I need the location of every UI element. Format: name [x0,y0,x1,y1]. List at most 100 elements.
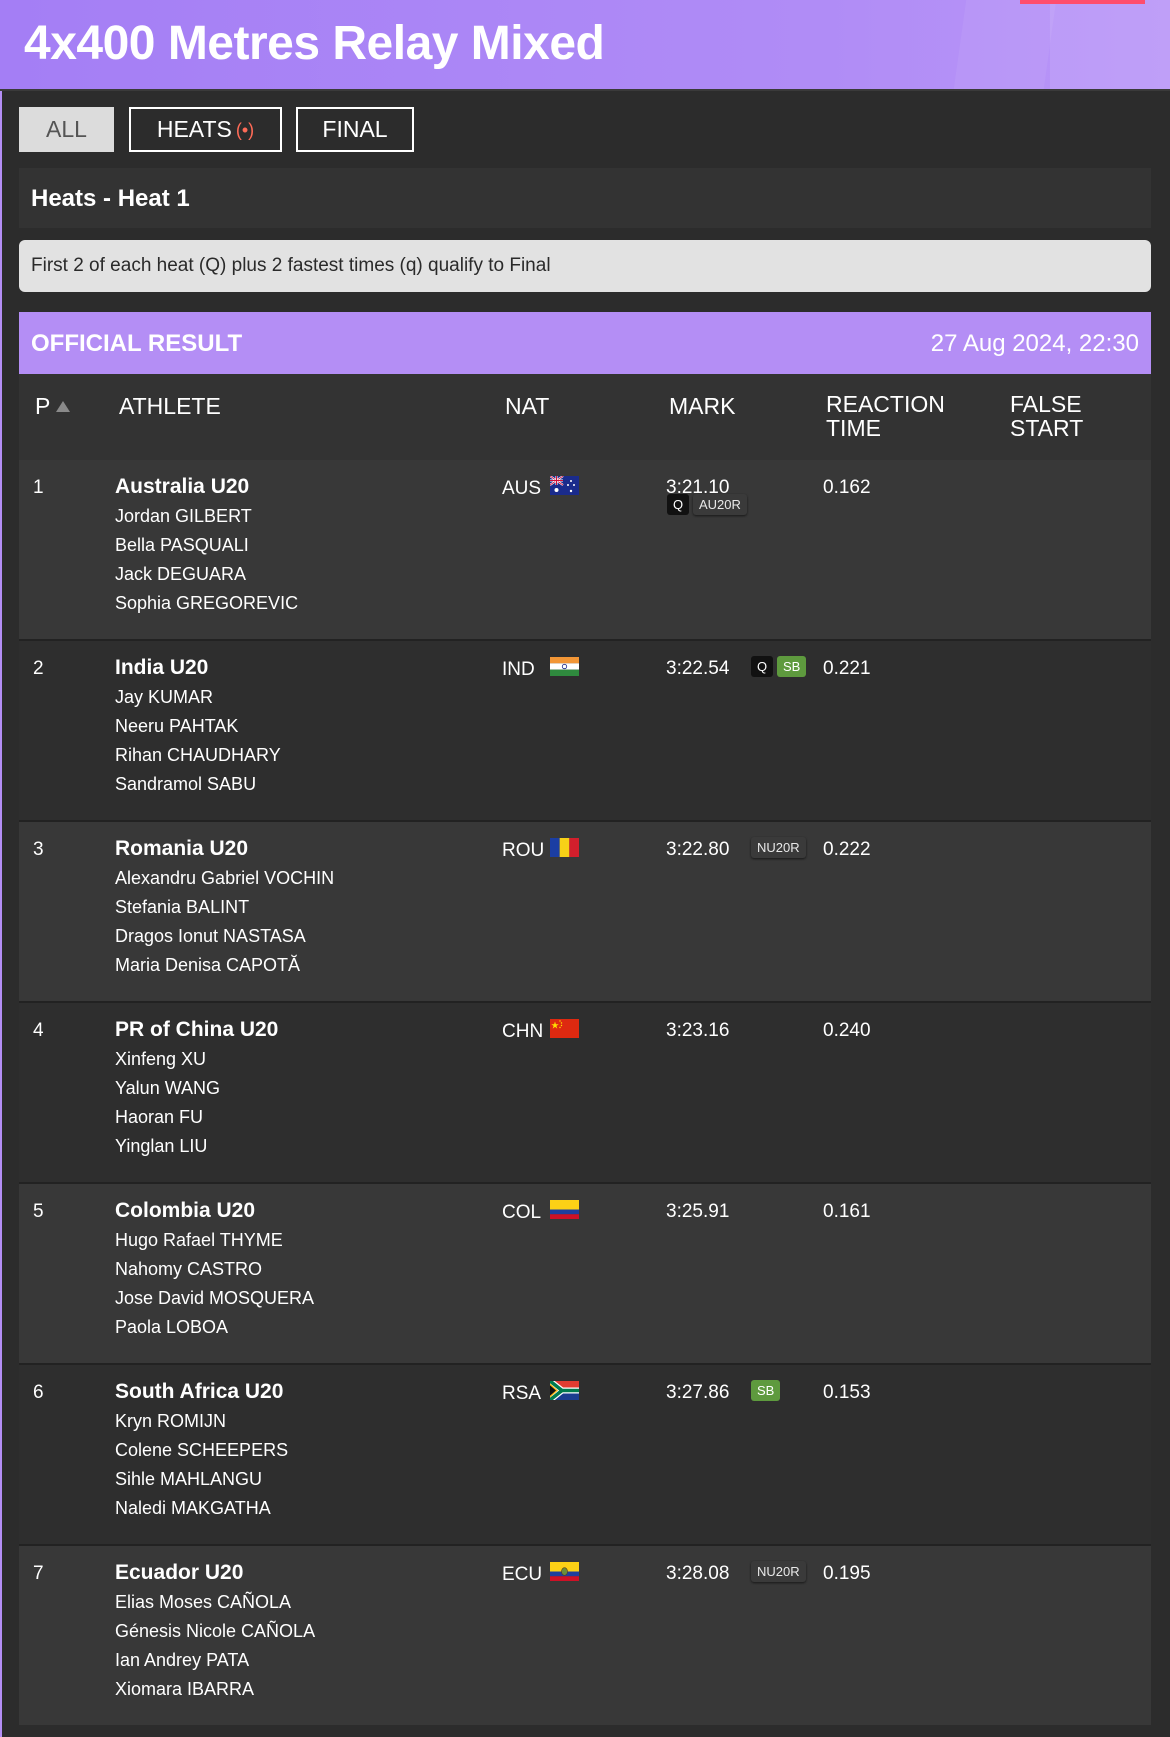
athlete-name[interactable]: Nahomy CASTRO [115,1259,263,1279]
flag-rou-icon [550,838,579,857]
column-header-p[interactable]: P [35,393,71,419]
athlete-name[interactable]: Bella PASQUALI [115,535,249,555]
position: 4 [33,1020,44,1041]
nationality-code: AUS [502,478,542,499]
mark-time: 3:22.80 [666,839,730,860]
result-datetime: 27 Aug 2024, 22:30 [930,330,1139,357]
row-divider [19,1001,1151,1003]
page-edge [0,0,2,1737]
team-name[interactable]: Ecuador U20 [115,1561,244,1584]
flag-chn-icon [550,1019,579,1038]
footer-watermark [460,1690,720,1730]
season-best-badge: SB [751,1380,781,1401]
column-header-false-start: FALSE START [1010,392,1083,440]
table-row[interactable]: 6 South Africa U20 Kryn ROMIJN Colene SCHEE… [19,1365,1151,1544]
tab-final[interactable]: FINAL [296,107,414,152]
mark-time: 3:22.54 [666,658,730,679]
reaction-time: 0.161 [823,1201,871,1222]
athlete-name[interactable]: Xiomara IBARRA [115,1679,255,1699]
table-row[interactable]: 4 PR of China U20 Xinfeng XU Yalun WANG Haor… [19,1003,1151,1182]
mark-time: 3:27.86 [666,1382,730,1403]
mark-time: 3:25.91 [666,1201,730,1222]
table-row[interactable]: 3 Romania U20 Alexandru Gabriel VOCHIN Stef… [19,822,1151,1001]
position: 3 [33,839,44,860]
divider [0,89,1170,91]
flag-ecu-icon [550,1562,579,1581]
nationality-code: ROU [502,840,545,861]
team-name[interactable]: Colombia U20 [115,1199,256,1222]
heat-title-bar: Heats - Heat 1 [19,168,1151,228]
athlete-name[interactable]: Sihle MAHLANGU [115,1469,263,1489]
season-best-badge: SB [777,656,807,677]
result-status: OFFICIAL RESULT [31,330,243,357]
mark-time: 3:28.08 [666,1563,730,1584]
team-name[interactable]: PR of China U20 [115,1018,279,1041]
page-header: 4x400 Metres Relay Mixed [0,0,1170,89]
team-name[interactable]: India U20 [115,656,209,679]
row-divider [19,820,1151,822]
position: 1 [33,477,44,498]
tab-heats-label: HEATS [156,116,232,142]
athlete-name[interactable]: Naledi MAKGATHA [115,1498,271,1518]
column-header-mark: MARK [669,393,736,419]
athlete-name[interactable]: Ian Andrey PATA [115,1650,250,1670]
athlete-name[interactable]: Yalun WANG [115,1078,221,1098]
row-divider [19,639,1151,641]
athlete-name[interactable]: Paola LOBOA [115,1317,229,1337]
nationality-code: CHN [502,1021,544,1042]
column-header-athlete: ATHLETE [119,393,221,419]
team-name[interactable]: Australia U20 [115,475,250,498]
reaction-time: 0.240 [823,1020,871,1041]
athlete-name[interactable]: Dragos Ionut NASTASA [115,926,306,946]
header-decoration [953,0,1057,89]
column-header-false-line1: FALSE [1010,391,1082,417]
record-badge: NU20R [751,1561,806,1582]
athlete-name[interactable]: Colene SCHEEPERS [115,1440,289,1460]
row-divider [19,1544,1151,1546]
record-badge: AU20R [693,494,747,515]
reaction-time: 0.195 [823,1563,871,1584]
nationality-code: ECU [502,1564,543,1585]
table-row[interactable]: 5 Colombia U20 Hugo Rafael THYME Nahomy CAS… [19,1184,1151,1363]
athlete-name[interactable]: Sandramol SABU [115,774,257,794]
athlete-name[interactable]: Sophia GREGOREVIC [115,593,299,613]
athlete-name[interactable]: Hugo Rafael THYME [115,1230,283,1250]
athlete-name[interactable]: Yinglan LIU [115,1136,208,1156]
athlete-name[interactable]: Kryn ROMIJN [115,1411,227,1431]
table-row[interactable]: 2 India U20 Jay KUMAR Neeru PAHTAK Rihan CHA… [19,641,1151,820]
athlete-name[interactable]: Xinfeng XU [115,1049,207,1069]
athlete-name[interactable]: Jack DEGUARA [115,564,247,584]
tab-heats[interactable]: HEATS (•) [129,107,282,152]
flag-aus-icon [550,476,579,495]
tab-all[interactable]: ALL [19,107,114,152]
column-header-p-label: P [35,393,51,419]
column-header-reaction-time: REACTION TIME [826,392,945,440]
mark-time: 3:21.10 [666,477,730,498]
athlete-name[interactable]: Elias Moses CAÑOLA [115,1592,292,1612]
sort-ascending-icon [56,401,71,412]
tab-all-label: ALL [46,116,87,142]
athlete-name[interactable]: Jose David MOSQUERA [115,1288,315,1308]
athlete-name[interactable]: Neeru PAHTAK [115,716,239,736]
nationality-code: COL [502,1202,542,1223]
column-header-reaction-line2: TIME [826,415,881,441]
athlete-name[interactable]: Jay KUMAR [115,687,214,707]
athlete-name[interactable]: Jordan GILBERT [115,506,252,526]
athlete-name[interactable]: Stefania BALINT [115,897,250,917]
athlete-name[interactable]: Alexandru Gabriel VOCHIN [115,868,335,888]
flag-rsa-icon [550,1381,579,1400]
flag-ind-icon [550,657,579,676]
athlete-name[interactable]: Génesis Nicole CAÑOLA [115,1621,316,1641]
athlete-name[interactable]: Rihan CHAUDHARY [115,745,281,765]
table-row[interactable]: 1 Australia U20 Jordan GILBERT Bella PASQUA… [19,460,1151,639]
team-name[interactable]: Romania U20 [115,837,249,860]
athlete-name[interactable]: Haoran FU [115,1107,204,1127]
heat-title: Heats - Heat 1 [31,185,190,212]
qualified-badge: Q [667,494,690,515]
qualified-badge: Q [751,656,774,677]
table-row[interactable]: 7 Ecuador U20 Elias Moses CAÑOLA Génesis Ni… [19,1546,1151,1725]
qualification-text: First 2 of each heat (Q) plus 2 fastest … [31,255,551,276]
position: 6 [33,1382,44,1403]
athlete-name[interactable]: Maria Denisa CAPOTĂ [115,955,301,975]
team-name[interactable]: South Africa U20 [115,1380,284,1403]
